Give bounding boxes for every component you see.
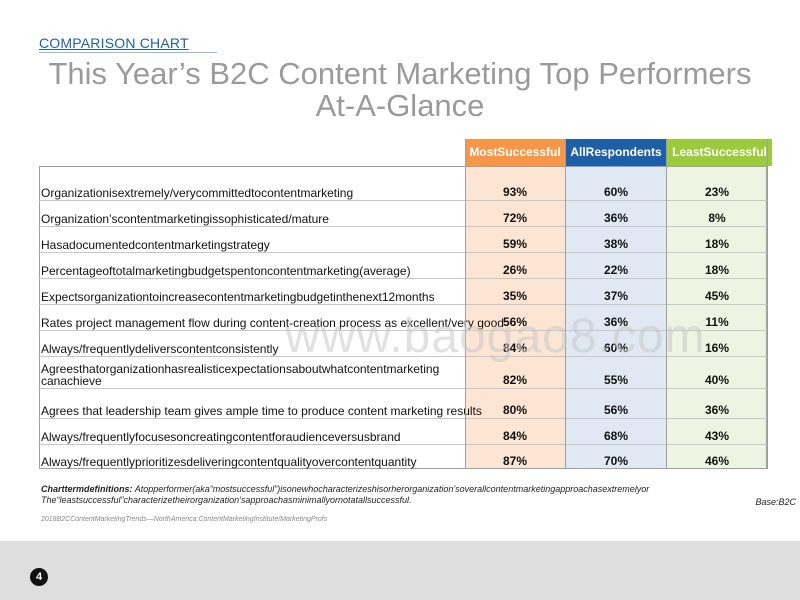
cell-most-successful: 59% (502, 237, 528, 251)
cell-most-successful: 84% (502, 341, 528, 355)
table-row: Always/frequentlyfocusesoncreatingconten… (39, 418, 767, 444)
column-header-least-successful: LeastSuccessful (667, 139, 772, 166)
cell-least-successful: 18% (704, 263, 730, 277)
chart-definitions: Charttermdefinitions: Atopperformer(aka“… (41, 484, 791, 506)
column-divider (666, 139, 667, 469)
cell-most-successful: 56% (502, 315, 528, 329)
cell-least-successful: 11% (705, 315, 729, 329)
cell-all-respondents: 22% (603, 263, 629, 277)
cell-least-successful: 16% (704, 341, 730, 355)
cell-most-successful: 35% (502, 289, 528, 303)
table-row: Expectsorganizationtoincreasecontentmark… (39, 278, 767, 304)
table-frame (39, 166, 767, 469)
cell-least-successful: 8% (708, 211, 726, 225)
definitions-heading: Charttermdefinitions: (41, 484, 133, 494)
cell-all-respondents: 70% (603, 454, 629, 468)
column-divider (465, 139, 466, 469)
row-label: Organizationisextremely/verycommittedtoc… (41, 186, 354, 200)
cell-least-successful: 40% (704, 373, 730, 387)
definitions-line-1: Atopperformer(aka“mostsuccessful”)isonew… (134, 484, 650, 494)
cell-most-successful: 80% (502, 403, 528, 417)
table-row: Agrees that leadership team gives ample … (39, 388, 767, 418)
cell-most-successful: 93% (502, 185, 528, 199)
cell-all-respondents: 60% (603, 185, 629, 199)
cell-all-respondents: 37% (603, 289, 629, 303)
source-note: 2018B2CContentMarketingTrends—NorthAmeri… (41, 516, 328, 523)
section-underline (39, 52, 217, 53)
definitions-line-2: The“leastsuccessful”characterizetheirorg… (41, 495, 412, 505)
row-label: Agrees that leadership team gives ample … (41, 404, 482, 418)
row-label: Hasadocumentedcontentmarketingstrategy (41, 238, 270, 252)
row-label: Always/frequentlyprioritizesdeliveringco… (41, 455, 417, 469)
table-row: Organizationisextremely/verycommittedtoc… (39, 166, 767, 200)
row-label: Rates project management flow during con… (41, 316, 504, 330)
table-row: Hasadocumentedcontentmarketingstrategy 59… (39, 226, 767, 252)
cell-least-successful: 23% (704, 185, 730, 199)
row-label: Always/frequentlyfocusesoncreatingconten… (41, 430, 401, 444)
row-label: Agreesthatorganizationhasrealisticexpect… (41, 362, 440, 388)
cell-most-successful: 26% (502, 263, 528, 277)
row-label: Always/frequentlydeliverscontentconsiste… (41, 342, 279, 356)
cell-all-respondents: 60% (603, 341, 629, 355)
table-row: Agreesthatorganizationhasrealisticexpect… (39, 356, 767, 388)
cell-least-successful: 36% (704, 403, 730, 417)
cell-all-respondents: 38% (603, 237, 629, 251)
section-label: COMPARISON CHART (39, 35, 189, 51)
table-row: Always/frequentlyprioritizesdeliveringco… (39, 444, 767, 469)
table-row: Always/frequentlydeliverscontentconsiste… (39, 330, 767, 356)
cell-all-respondents: 56% (603, 403, 629, 417)
slide: COMPARISON CHART This Year’s B2C Content… (0, 0, 800, 541)
table-row: Percentageoftotalmarketingbudgetspentonc… (39, 252, 767, 278)
cell-most-successful: 72% (502, 211, 528, 225)
page-number-badge: 4 (30, 568, 48, 586)
base-note: Base:B2C (755, 497, 796, 507)
cell-all-respondents: 36% (603, 211, 629, 225)
table-row: Organization’scontentmarketingissophisti… (39, 200, 767, 226)
cell-least-successful: 18% (704, 237, 730, 251)
column-divider (767, 139, 768, 469)
cell-least-successful: 43% (704, 429, 730, 443)
row-label: Expectsorganizationtoincreasecontentmark… (41, 290, 435, 304)
title-line-2: At-A-Glance (315, 88, 485, 123)
title-line-1: This Year’s B2C Content Marketing Top Pe… (48, 56, 752, 91)
page-title: This Year’s B2C Content Marketing Top Pe… (30, 58, 770, 122)
cell-least-successful: 46% (704, 454, 730, 468)
cell-least-successful: 45% (704, 289, 730, 303)
cell-all-respondents: 55% (603, 373, 629, 387)
cell-all-respondents: 36% (603, 315, 629, 329)
column-divider (565, 139, 566, 469)
cell-most-successful: 84% (502, 429, 528, 443)
cell-most-successful: 87% (502, 454, 528, 468)
cell-all-respondents: 68% (603, 429, 629, 443)
column-header-all-respondents: AllRespondents (566, 139, 666, 166)
column-header-most-successful: MostSuccessful (465, 139, 565, 166)
row-label: Percentageoftotalmarketingbudgetspentonc… (41, 264, 411, 278)
table-row: Rates project management flow during con… (39, 304, 767, 330)
cell-most-successful: 82% (502, 373, 528, 387)
row-label: Organization’scontentmarketingissophisti… (41, 212, 329, 226)
